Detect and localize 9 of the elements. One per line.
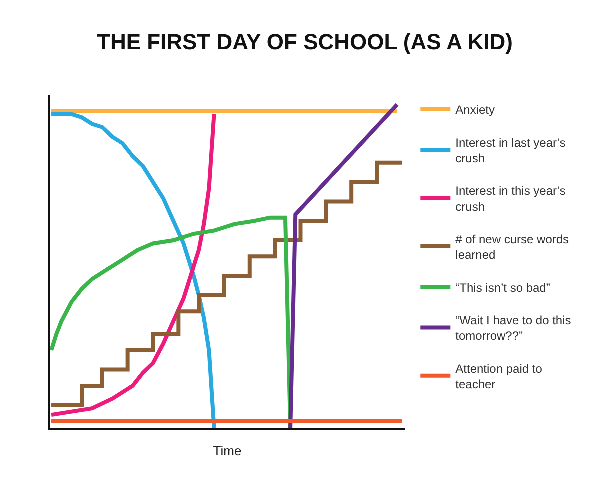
legend-label: “Wait I have to do this tomorrow??” <box>456 314 572 344</box>
chart-title: THE FIRST DAY OF SCHOOL (AS A KID) <box>97 30 513 55</box>
x-axis-title: Time <box>213 444 242 458</box>
legend-label: # of new curse words learned <box>456 232 570 262</box>
legend-label: Interest in this year’s crush <box>456 184 566 214</box>
legend-label: Anxiety <box>456 103 496 118</box>
legend-label: Attention paid to teacher <box>456 362 543 392</box>
legend-label: Interest in last year’s crush <box>456 136 566 166</box>
legend-label: “This isn’t so bad” <box>456 280 550 295</box>
